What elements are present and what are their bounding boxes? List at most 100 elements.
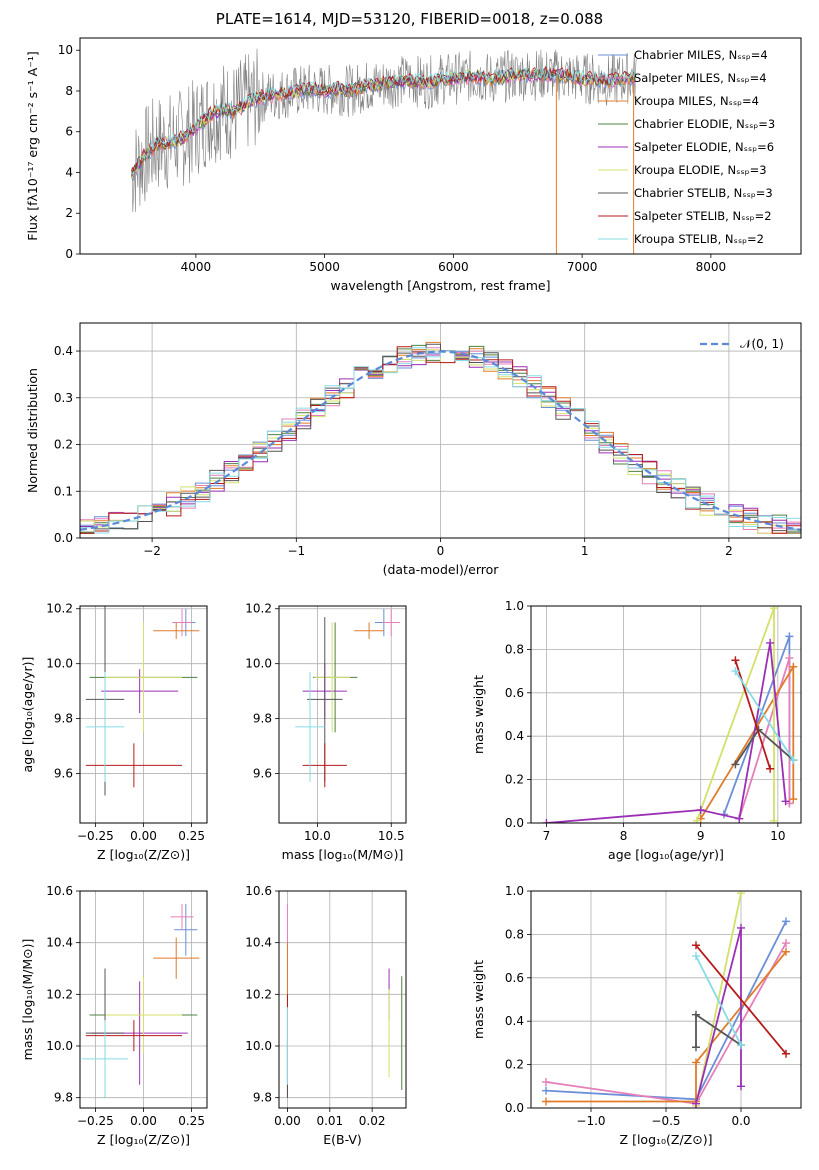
axes-frame [79,37,802,255]
mass-weight-series [696,607,775,822]
tick-label-y: 4 [65,165,73,179]
panel-mass_vs_ebv: 0.00 0.01 0.02 9.8 10.0 10.2 10.4 10.6 E(B-V) [245,884,407,1147]
tick-label-y: 0.4 [505,1014,524,1028]
tick-label-x: 5000 [309,260,340,274]
tick-label-y: 0 [65,247,73,261]
panel-residuals: −2 −1 0 1 2 0.0 0.1 0.2 0.3 0.4 𝒩(0, 1) (data-model… [25,322,802,577]
tick-label-x: 2 [725,544,733,558]
spectrum-model-line [131,67,636,176]
axes-frame [530,890,802,1109]
tick-label-x: 10 [770,829,785,843]
tick-label-y: 0.4 [54,344,73,358]
tick-label-y: 0.0 [54,531,73,545]
mass-weight-point [770,816,778,823]
mass-weight-point [789,662,798,671]
residual-histogram [80,346,801,534]
mass-weight-point [542,819,551,823]
tick-label-y: 0.2 [505,773,524,787]
mass-weight-point [692,1043,700,1052]
mass-weight-series [695,944,787,1055]
mass-weight-point [781,797,790,806]
mass-weight-point [735,814,744,823]
tick-label-x: −0.25 [77,829,114,843]
mass-weight-point [770,606,778,613]
tick-label-x: 8 [620,829,628,843]
tick-label-y: 10.6 [46,884,73,898]
mass-weight-point [542,1097,550,1106]
mass-weight-point [692,941,700,950]
y-axis-label: mass [log₁₀(M/M⊙)] [20,939,35,1061]
plot-area [295,608,401,788]
x-axis-label: (data-model)/error [383,562,500,577]
tick-label-y: 10.0 [245,657,272,671]
legend-entry: Kroupa ELODIE, Nₛₛₚ=3 [634,163,767,177]
tick-label-x: 0.25 [178,1114,205,1128]
axes-frame [278,890,407,1109]
mass-weight-series [695,955,742,1046]
tick-label-y: 10.6 [245,884,272,898]
mass-weight-point [731,656,740,665]
x-axis-label: Z [log₁₀(Z/Z⊙)] [620,1132,713,1147]
tick-label-y: 10 [58,43,73,57]
mass-weight-point [782,1049,790,1058]
tick-label-x: 0.00 [130,829,157,843]
plot-area [286,903,403,1098]
y-axis-label: mass weight [471,675,486,754]
tick-label-x: −0.5 [651,1114,680,1128]
axes-frame [79,890,208,1109]
axes-frame [278,605,407,824]
mass-weight-point [785,632,794,641]
tick-label-x: 0.02 [359,1114,386,1128]
tick-label-y: 9.6 [54,767,73,781]
tick-label-y: 10.2 [245,987,272,1001]
tick-label-y: 0.8 [505,642,524,656]
plot-area [542,606,798,823]
tick-label-y: 10.4 [46,936,73,950]
spectrum-model-line [131,67,636,178]
legend-entry: Chabrier MILES, Nₛₛₚ=4 [634,48,768,62]
figure-title: PLATE=1614, MJD=53120, FIBERID=0018, z=0… [215,10,604,28]
axes-frame [79,605,208,824]
tick-label-y: 1.0 [505,884,524,898]
axes-frame [79,322,802,539]
y-axis-label: mass weight [471,960,486,1039]
tick-label-y: 10.2 [46,602,73,616]
tick-label-y: 9.8 [253,712,272,726]
tick-label-x: 0 [437,544,445,558]
tick-label-x: 6000 [438,260,469,274]
tick-label-y: 0.1 [54,484,73,498]
tick-label-y: 10.4 [245,936,272,950]
mass-weight-point [789,795,798,804]
tick-label-x: 0.25 [178,829,205,843]
panel-age_vs_Z: −0.25 0.00 0.25 9.6 9.8 10.0 10.2 Z [log₁₀(Z/Z⊙… [20,602,208,862]
panel-age_vs_mass: 10.0 10.5 9.6 9.8 10.0 10.2 mass [log₁₀(M/M⊙)] [245,602,407,862]
tick-label-y: 0.3 [54,391,73,405]
tick-label-y: 6 [65,125,73,139]
mass-weight-point [766,764,775,773]
x-axis-label: Z [log₁₀(Z/Z⊙)] [97,847,190,862]
tick-label-y: 2 [65,206,73,220]
panel-spectrum: 4000 5000 6000 7000 8000 0 2 4 6 8 10 Chabrier MILE… [25,37,802,293]
tick-label-x: −1.0 [576,1114,605,1128]
x-axis-label: mass [log₁₀(M/M⊙)] [282,847,404,862]
mass-weight-point [785,654,794,663]
figure-title-wrap: PLATE=1614, MJD=53120, FIBERID=0018, z=0… [0,10,819,28]
plot-area [81,903,200,1098]
plot-area [542,891,790,1108]
plot-area [131,48,637,254]
axes-frame [530,605,802,824]
panel-mass_vs_Z: −0.25 0.00 0.25 9.8 10.0 10.2 10.4 10.6 Z [log₁₀… [20,884,208,1147]
tick-label-y: 10.0 [46,657,73,671]
spectrum-model-line [131,66,636,175]
x-axis-label: Z [log₁₀(Z/Z⊙)] [97,1132,190,1147]
plot-area [85,606,200,796]
mass-weight-point [692,816,701,823]
mass-weight-point [542,1077,550,1086]
tick-label-x: 4000 [181,260,212,274]
x-axis-label: wavelength [Angstrom, rest frame] [330,278,550,293]
tick-label-x: 0.0 [731,1114,750,1128]
tick-label-x: 10.0 [304,829,331,843]
tick-label-y: 10.0 [46,1039,73,1053]
tick-label-x: 7000 [567,260,598,274]
tick-label-y: 10.0 [245,1039,272,1053]
